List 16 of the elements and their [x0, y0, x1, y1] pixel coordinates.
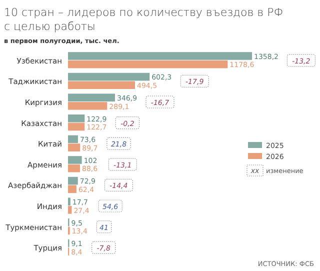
bar: [68, 135, 78, 144]
bar: [68, 122, 85, 131]
bar: [68, 156, 82, 164]
bar: [68, 114, 85, 122]
chart-title: 10 стран – лидеров по количеству въездов в РФ с целью работы: [4, 6, 284, 33]
bar: [68, 81, 135, 90]
bar: [68, 72, 150, 81]
bar: [68, 144, 80, 152]
bar: [68, 102, 108, 110]
bar: [68, 52, 252, 60]
bar: [68, 94, 115, 102]
bar: [68, 185, 76, 194]
bar: [68, 164, 80, 172]
bar: [68, 60, 228, 68]
bar: [68, 176, 78, 185]
bar: [68, 206, 72, 214]
